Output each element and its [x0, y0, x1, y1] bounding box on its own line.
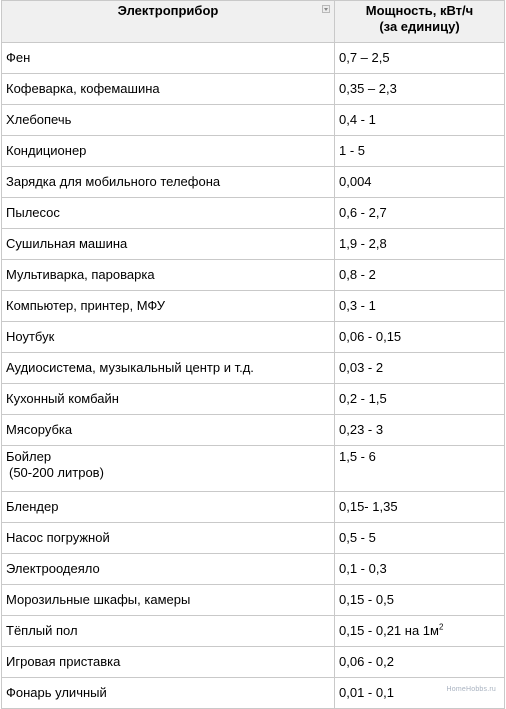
power-cell: 0,01 - 0,1 [334, 677, 505, 709]
power-superscript: 2 [438, 622, 444, 632]
device-cell: Сушильная машина [1, 228, 335, 260]
power-cell: 0,03 - 2 [334, 352, 505, 384]
table-row: Сушильная машина 1,9 - 2,8 [1, 228, 505, 260]
power-cell: 0,23 - 3 [334, 414, 505, 446]
device-cell: Пылесос [1, 197, 335, 229]
power-cell: 0,8 - 2 [334, 259, 505, 291]
table-row: Кофеварка, кофемашина 0,35 – 2,3 [1, 73, 505, 105]
power-cell: 0,15 - 0,5 [334, 584, 505, 616]
table-row: Аудиосистема, музыкальный центр и т.д. 0,… [1, 352, 505, 384]
power-cell: 0,5 - 5 [334, 522, 505, 554]
power-cell: 1,5 - 6 [334, 445, 505, 492]
device-cell: Кофеварка, кофемашина [1, 73, 335, 105]
device-cell: Мясорубка [1, 414, 335, 446]
device-cell: Компьютер, принтер, МФУ [1, 290, 335, 322]
table-row: Электроодеяло 0,1 - 0,3 [1, 553, 505, 585]
table-row: Зарядка для мобильного телефона 0,004 [1, 166, 505, 198]
table-row: Мясорубка 0,23 - 3 [1, 414, 505, 446]
power-cell: 1,9 - 2,8 [334, 228, 505, 260]
device-cell: Фен [1, 42, 335, 74]
table-row: Фонарь уличный 0,01 - 0,1 [1, 677, 505, 709]
table-row: Хлебопечь 0,4 - 1 [1, 104, 505, 136]
device-cell: Блендер [1, 491, 335, 523]
table-header-row: Электроприбор Мощность, кВт/ч (за единиц… [1, 0, 505, 43]
header-device-label: Электроприбор [117, 3, 219, 18]
power-cell: 0,1 - 0,3 [334, 553, 505, 585]
device-cell: Кондиционер [1, 135, 335, 167]
table-row: Кухонный комбайн 0,2 - 1,5 [1, 383, 505, 415]
table-row: Пылесос 0,6 - 2,7 [1, 197, 505, 229]
table-row: Фен 0,7 – 2,5 [1, 42, 505, 74]
power-cell: 0,06 - 0,2 [334, 646, 505, 678]
table-row: Бойлер (50-200 литров) 1,5 - 6 [1, 445, 505, 492]
device-cell: Морозильные шкафы, камеры [1, 584, 335, 616]
power-cell: 0,6 - 2,7 [334, 197, 505, 229]
device-cell: Кухонный комбайн [1, 383, 335, 415]
power-cell: 0,15- 1,35 [334, 491, 505, 523]
power-cell: 0,15 - 0,21 на 1м2 [334, 615, 505, 647]
device-cell: Насос погружной [1, 522, 335, 554]
power-cell: 0,3 - 1 [334, 290, 505, 322]
header-power-line1: Мощность, кВт/ч [365, 3, 474, 18]
filter-dropdown-icon[interactable] [322, 5, 330, 13]
device-cell: Хлебопечь [1, 104, 335, 136]
device-cell: Аудиосистема, музыкальный центр и т.д. [1, 352, 335, 384]
table-row: Тёплый пол 0,15 - 0,21 на 1м2 [1, 615, 505, 647]
device-cell: Игровая приставка [1, 646, 335, 678]
device-note: (50-200 литров) [9, 465, 104, 480]
table-row: Насос погружной 0,5 - 5 [1, 522, 505, 554]
device-cell: Ноутбук [1, 321, 335, 353]
header-device: Электроприбор [1, 0, 335, 43]
power-value: 0,15 - 0,21 на 1м [339, 623, 439, 638]
device-cell: Бойлер (50-200 литров) [1, 445, 335, 492]
device-cell: Мультиварка, пароварка [1, 259, 335, 291]
device-cell: Зарядка для мобильного телефона [1, 166, 335, 198]
table-row: Ноутбук 0,06 - 0,15 [1, 321, 505, 353]
table-row: Морозильные шкафы, камеры 0,15 - 0,5 [1, 584, 505, 616]
power-cell: 0,35 – 2,3 [334, 73, 505, 105]
header-power-line2: (за единицу) [379, 19, 460, 34]
power-cell: 0,004 [334, 166, 505, 198]
device-name: Бойлер [6, 449, 52, 464]
device-cell: Электроодеяло [1, 553, 335, 585]
device-cell: Тёплый пол [1, 615, 335, 647]
power-cell: 0,2 - 1,5 [334, 383, 505, 415]
table-row: Кондиционер 1 - 5 [1, 135, 505, 167]
power-cell: 1 - 5 [334, 135, 505, 167]
power-cell: 0,4 - 1 [334, 104, 505, 136]
header-power: Мощность, кВт/ч (за единицу) [334, 0, 505, 43]
power-cell: 0,06 - 0,15 [334, 321, 505, 353]
device-cell: Фонарь уличный [1, 677, 335, 709]
power-cell: 0,7 – 2,5 [334, 42, 505, 74]
table-row: Компьютер, принтер, МФУ 0,3 - 1 [1, 290, 505, 322]
table-row: Блендер 0,15- 1,35 [1, 491, 505, 523]
table-row: Мультиварка, пароварка 0,8 - 2 [1, 259, 505, 291]
watermark-text: HomeHobbs.ru [446, 686, 496, 693]
table-row: Игровая приставка 0,06 - 0,2 [1, 646, 505, 678]
